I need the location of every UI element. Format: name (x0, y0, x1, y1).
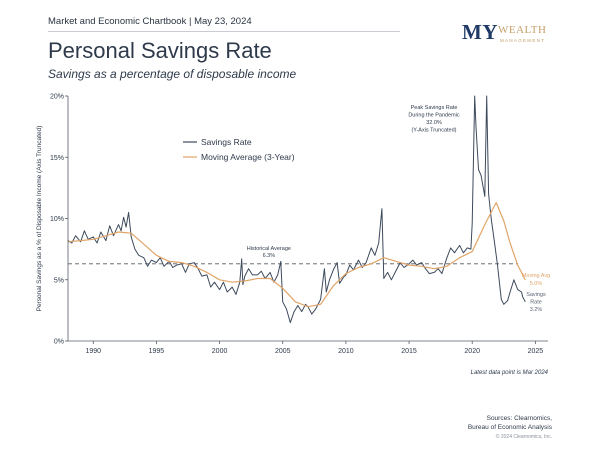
header-rule (48, 31, 400, 32)
peak-annotation-line-1: Peak Savings Rate (411, 105, 458, 111)
logo-management: MANAGEMENT (500, 38, 546, 43)
y-tick-label: 20% (50, 94, 64, 101)
moving-avg-end-value: 5.0% (530, 281, 543, 287)
legend-savings-label: Savings Rate (201, 137, 252, 147)
peak-annotation-line-4: (Y-Axis Truncated) (411, 128, 456, 134)
savings-end-label-1: Savings (526, 292, 546, 298)
y-tick-label: 15% (50, 155, 64, 162)
logo-wealth: WEALTH (498, 24, 547, 36)
savings-end-label-3: 3.2% (530, 307, 543, 313)
y-tick-label: 0% (54, 339, 64, 346)
savings-rate-line (67, 95, 526, 324)
legend-ma-label: Moving Average (3-Year) (201, 152, 295, 162)
copyright-note: © 2024 Clearnomics, Inc. (495, 434, 552, 440)
x-tick-label: 1990 (85, 348, 101, 355)
logo-my: MY (462, 20, 498, 44)
y-tick-label: 5% (54, 277, 64, 284)
x-tick-label: 2020 (464, 348, 480, 355)
x-tick-label: 2025 (528, 348, 544, 355)
x-tick-label: 2000 (212, 348, 228, 355)
x-tick-label: 2015 (401, 348, 417, 355)
x-tick-label: 1995 (149, 348, 165, 355)
historical-average-label: Historical Average (247, 246, 291, 252)
savings-end-label-2: Rate (530, 300, 542, 306)
peak-annotation-line-3: 32.0% (426, 120, 442, 126)
moving-avg-end-label: Moving Avg (522, 273, 550, 279)
historical-average-value: 6.3% (263, 253, 276, 259)
chart-title: Personal Savings Rate (48, 38, 272, 63)
chart-subtitle: Savings as a percentage of disposable in… (48, 67, 297, 81)
moving-average-line (67, 202, 526, 308)
chartbook-header: Market and Economic Chartbook | May 23, … (48, 16, 252, 27)
peak-annotation-line-2: During the Pandemic (408, 113, 460, 119)
x-tick-label: 2010 (338, 348, 354, 355)
sources-line-2: Bureau of Economic Analysis (467, 424, 552, 431)
y-axis-label: Personal Savings as a % of Disposable In… (36, 126, 43, 312)
latest-data-note: Latest data point is Mar 2024 (470, 370, 548, 376)
y-tick-label: 10% (50, 216, 64, 223)
sources-note: Sources: Clearnomics, Bureau of Economic… (468, 414, 552, 432)
x-tick-label: 2005 (275, 348, 291, 355)
sources-line-1: Sources: Clearnomics, (486, 415, 552, 422)
company-logo: MY WEALTH MANAGEMENT (462, 20, 562, 46)
